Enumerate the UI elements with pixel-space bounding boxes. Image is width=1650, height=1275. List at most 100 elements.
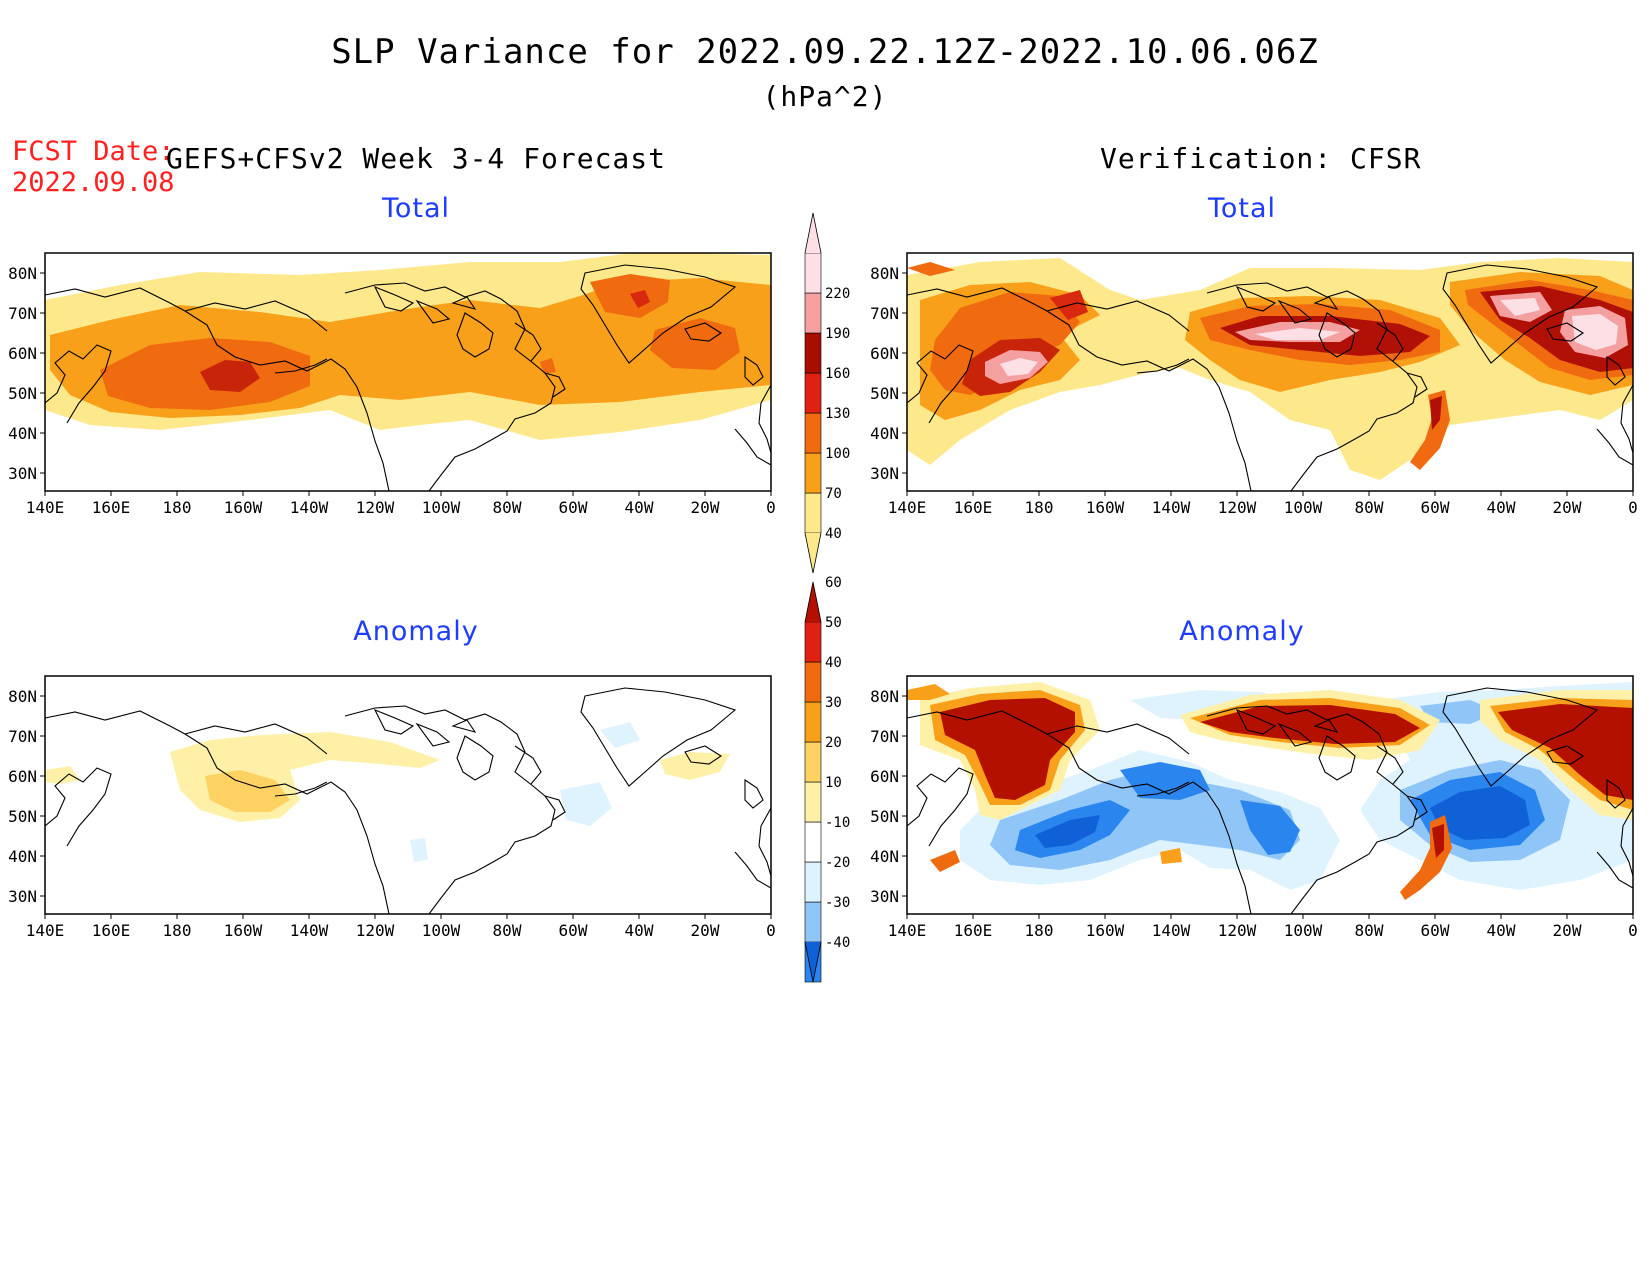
y-tick-label: 50N [870, 807, 899, 826]
x-tick-label: 0 [766, 498, 776, 517]
forecast-anomaly-title: Anomaly [353, 616, 479, 647]
y-tick-label: 80N [870, 687, 899, 706]
colorbar-swatch [804, 252, 822, 294]
y-tick-label: 40N [8, 847, 37, 866]
colorbar-bottom-arrow [804, 941, 822, 983]
colorbar-label: 40 [825, 655, 842, 671]
y-tick-label: 60N [8, 344, 37, 363]
x-tick-label: 160W [224, 498, 263, 517]
y-tick-label: 30N [8, 464, 37, 483]
colorbar-label: 220 [825, 286, 850, 302]
y-tick-label: 50N [8, 384, 37, 403]
colorbar-label: 10 [825, 775, 842, 791]
colorbar-label: 20 [825, 735, 842, 751]
y-tick-label: 50N [8, 807, 37, 826]
x-tick-label: 0 [1628, 921, 1638, 940]
colorbar-swatch [804, 292, 822, 334]
x-tick-label: 40W [1487, 921, 1516, 940]
colorbar-swatch [804, 372, 822, 414]
colorbar-swatch [804, 492, 822, 534]
x-tick-label: 180 [163, 921, 192, 940]
y-tick-label: 30N [8, 887, 37, 906]
x-tick-label: 40W [1487, 498, 1516, 517]
x-tick-label: 160W [1086, 498, 1125, 517]
x-tick-label: 20W [691, 498, 720, 517]
y-tick-label: 60N [8, 767, 37, 786]
verif-total-title: Total [1207, 193, 1277, 224]
x-tick-label: 160E [92, 921, 131, 940]
x-tick-label: 140W [1152, 498, 1191, 517]
y-tick-label: 70N [870, 727, 899, 746]
verif-total-map [906, 252, 1634, 492]
x-tick-label: 120W [356, 921, 395, 940]
colorbar-swatch [804, 661, 822, 703]
colorbar-label: 30 [825, 695, 842, 711]
colorbar-total: 40 70 100 130 160 190 220 [804, 212, 850, 574]
forecast-anomaly-map [44, 675, 772, 915]
colorbar-anomaly: -40 -30 -20 -10 10 20 30 40 50 60 [804, 575, 850, 983]
colorbar-label: -30 [825, 895, 850, 911]
x-tick-label: 20W [1553, 921, 1582, 940]
x-tick-label: 180 [1025, 498, 1054, 517]
x-tick-label: 60W [1421, 921, 1450, 940]
colorbar-label: 100 [825, 446, 850, 462]
x-tick-label: 160E [92, 498, 131, 517]
x-tick-label: 80W [1355, 498, 1384, 517]
x-tick-label: 120W [356, 498, 395, 517]
colorbar-label: 40 [825, 526, 842, 542]
fcst-date-label: FCST Date: [12, 136, 175, 167]
x-tick-label: 160E [954, 498, 993, 517]
colorbar-top-arrow [804, 212, 822, 254]
colorbar-swatch [804, 821, 822, 863]
axes-layer: 140E 160E 180 160W 140W 120W 100W 80W 60W 40W 20W 0… [8, 264, 1638, 940]
y-tick-label: 60N [870, 767, 899, 786]
colorbar-label: 60 [825, 575, 842, 591]
colorbar-top-arrow [804, 581, 822, 623]
x-tick-label: 180 [163, 498, 192, 517]
x-tick-label: 120W [1218, 921, 1257, 940]
x-tick-label: 100W [1284, 921, 1323, 940]
x-tick-label: 140W [290, 921, 329, 940]
colorbar-swatch [804, 701, 822, 743]
y-tick-label: 50N [870, 384, 899, 403]
verif-anomaly-map [906, 675, 1634, 915]
y-tick-label: 40N [870, 424, 899, 443]
forecast-total-title: Total [381, 193, 451, 224]
colorbar-label: 160 [825, 366, 850, 382]
y-tick-label: 30N [870, 464, 899, 483]
x-tick-label: 0 [1628, 498, 1638, 517]
colorbar-label: -20 [825, 855, 850, 871]
colorbar-swatch [804, 452, 822, 494]
y-tick-label: 80N [870, 264, 899, 283]
x-tick-label: 180 [1025, 921, 1054, 940]
x-tick-label: 100W [422, 498, 461, 517]
x-tick-label: 60W [1421, 498, 1450, 517]
x-tick-label: 20W [691, 921, 720, 940]
colorbar-swatch [804, 332, 822, 374]
colorbar-label: 130 [825, 406, 850, 422]
colorbar-swatch [804, 621, 822, 663]
x-tick-label: 140W [290, 498, 329, 517]
y-tick-label: 80N [8, 264, 37, 283]
colorbar-label: -10 [825, 815, 850, 831]
x-tick-label: 100W [422, 921, 461, 940]
x-tick-label: 140E [888, 921, 927, 940]
x-tick-label: 60W [559, 921, 588, 940]
y-tick-label: 80N [8, 687, 37, 706]
verif-anomaly-title: Anomaly [1179, 616, 1305, 647]
colorbar-swatch [804, 781, 822, 823]
x-tick-label: 40W [625, 498, 654, 517]
colorbar-swatch [804, 412, 822, 454]
colorbar-label: -40 [825, 935, 850, 951]
x-tick-label: 40W [625, 921, 654, 940]
forecast-total-map [44, 252, 772, 492]
units-label: (hPa^2) [762, 80, 888, 113]
x-tick-label: 80W [1355, 921, 1384, 940]
y-tick-label: 70N [870, 304, 899, 323]
x-tick-label: 60W [559, 498, 588, 517]
x-tick-label: 160W [1086, 921, 1125, 940]
colorbar-swatch [804, 901, 822, 943]
y-tick-label: 70N [8, 304, 37, 323]
x-tick-label: 0 [766, 921, 776, 940]
